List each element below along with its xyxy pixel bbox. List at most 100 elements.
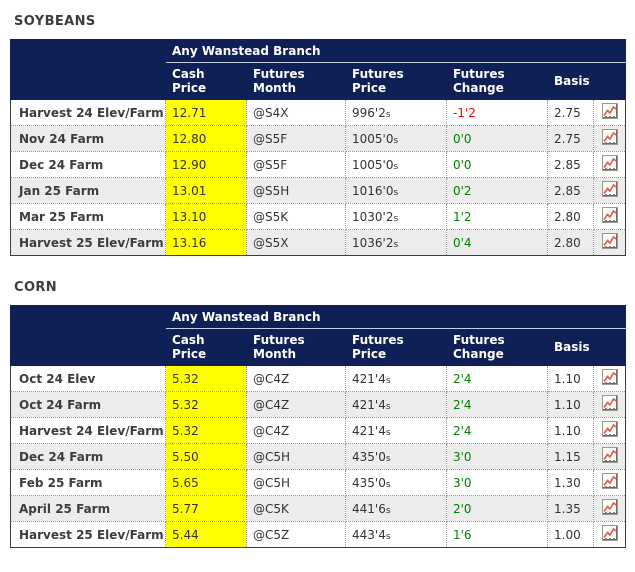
basis-cell: 1.30 <box>547 469 594 496</box>
chart-link[interactable] <box>601 207 618 226</box>
chart-icon <box>601 499 618 518</box>
cash-price-cell: 5.32 <box>165 391 247 418</box>
cash-price-cell: 13.10 <box>165 203 247 230</box>
column-header-futures-month: Futures Month <box>246 328 346 366</box>
chart-link[interactable] <box>601 473 618 492</box>
contract-label: Harvest 25 Elev/Farm <box>10 229 166 256</box>
futures-month-cell: @C4Z <box>246 417 346 444</box>
table-row: Dec 24 Farm 12.90 @S5F 1005'0s 0'0 2.85 <box>10 151 626 178</box>
chart-cell <box>593 125 626 152</box>
chart-icon <box>601 421 618 440</box>
column-header-futures-price: Futures Price <box>345 328 447 366</box>
chart-link[interactable] <box>601 155 618 171</box>
column-header-cash-price: Cash Price <box>165 328 247 366</box>
chart-icon <box>601 447 618 466</box>
futures-change-cell: 2'4 <box>446 417 548 444</box>
soybeans-bids-table: Any Wanstead Branch Cash Price Futures M… <box>10 39 626 256</box>
cash-bids-page: SOYBEANS Any Wanstead Branch Cash Price … <box>10 14 626 548</box>
chart-link[interactable] <box>601 129 618 148</box>
column-header-basis: Basis <box>547 62 594 100</box>
corn-bids-table: Any Wanstead Branch Cash Price Futures M… <box>10 305 626 548</box>
chart-link[interactable] <box>601 421 618 440</box>
futures-price-value: 1005'0 <box>352 157 394 172</box>
chart-link[interactable] <box>601 395 618 411</box>
futures-price-value: 421'4 <box>352 371 386 386</box>
table-row: Jan 25 Farm 13.01 @S5H 1016'0s 0'2 2.85 <box>10 177 626 204</box>
futures-price-value: 441'6 <box>352 501 386 516</box>
futures-change-cell: 3'0 <box>446 469 548 496</box>
column-header-row: Cash Price Futures Month Futures Price F… <box>11 328 626 366</box>
commodity-title-soybeans: SOYBEANS <box>14 14 96 29</box>
futures-month-cell: @S5X <box>246 229 346 256</box>
chart-cell <box>593 229 626 256</box>
basis-cell: 2.75 <box>547 99 594 126</box>
chart-cell <box>593 391 626 418</box>
column-header-futures-month: Futures Month <box>246 62 346 100</box>
cash-price-cell: 13.01 <box>165 177 247 204</box>
branch-header-row: Any Wanstead Branch <box>10 39 626 100</box>
chart-icon <box>601 207 618 226</box>
chart-cell <box>593 495 626 522</box>
futures-price-value: 996'2 <box>352 105 386 120</box>
chart-icon <box>601 473 618 492</box>
futures-price-cell: 1016'0s <box>345 177 447 204</box>
futures-change-cell: 1'6 <box>446 521 548 548</box>
cash-price-cell: 5.50 <box>165 443 247 470</box>
futures-month-cell: @C5H <box>246 443 346 470</box>
chart-icon <box>601 103 618 122</box>
contract-label: Feb 25 Farm <box>10 469 166 496</box>
table-row: Oct 24 Elev 5.32 @C4Z 421'4s 2'4 1.10 <box>10 365 626 392</box>
commodity-title-corn: CORN <box>14 280 58 295</box>
cash-price-cell: 5.65 <box>165 469 247 496</box>
chart-cell <box>593 469 626 496</box>
futures-change-cell: 2'4 <box>446 391 548 418</box>
chart-link[interactable] <box>601 181 618 197</box>
futures-price-value: 421'4 <box>352 397 386 412</box>
contract-label: Dec 24 Farm <box>10 151 166 178</box>
contract-label: April 25 Farm <box>10 495 166 522</box>
chart-link[interactable] <box>601 103 618 122</box>
futures-price-cell: 1036'2s <box>345 229 447 256</box>
futures-price-cell: 435'0s <box>345 443 447 470</box>
column-header-futures-price: Futures Price <box>345 62 447 100</box>
table-row: April 25 Farm 5.77 @C5K 441'6s 2'0 1.35 <box>10 495 626 522</box>
basis-cell: 2.75 <box>547 125 594 152</box>
futures-price-cell: 1005'0s <box>345 151 447 178</box>
column-header-futures-change: Futures Change <box>446 328 548 366</box>
futures-change-cell: 1'2 <box>446 203 548 230</box>
futures-month-cell: @C5Z <box>246 521 346 548</box>
basis-cell: 2.85 <box>547 151 594 178</box>
futures-change-cell: -1'2 <box>446 99 548 126</box>
chart-link[interactable] <box>601 369 618 385</box>
basis-cell: 1.00 <box>547 521 594 548</box>
basis-cell: 2.80 <box>547 229 594 256</box>
futures-price-cell: 435'0s <box>345 469 447 496</box>
chart-cell <box>593 151 626 178</box>
settle-suffix: s <box>393 161 399 172</box>
futures-price-value: 435'0 <box>352 475 386 490</box>
branch-header-row: Any Wanstead Branch <box>10 305 626 366</box>
settle-suffix: s <box>385 479 391 490</box>
futures-price-value: 1005'0 <box>352 131 394 146</box>
table-row: Feb 25 Farm 5.65 @C5H 435'0s 3'0 1.30 <box>10 469 626 496</box>
chart-icon <box>601 129 618 148</box>
basis-cell: 1.10 <box>547 417 594 444</box>
futures-month-cell: @C5H <box>246 469 346 496</box>
cash-price-cell: 5.32 <box>165 365 247 392</box>
futures-price-value: 443'4 <box>352 527 386 542</box>
chart-link[interactable] <box>601 233 618 249</box>
cash-price-cell: 13.16 <box>165 229 247 256</box>
cash-price-cell: 12.90 <box>165 151 247 178</box>
futures-change-cell: 0'0 <box>446 151 548 178</box>
contract-label: Harvest 24 Elev/Farm <box>10 99 166 126</box>
chart-link[interactable] <box>601 447 618 466</box>
column-header-cash-price: Cash Price <box>165 62 247 100</box>
chart-link[interactable] <box>601 525 618 541</box>
futures-month-cell: @S5K <box>246 203 346 230</box>
branch-name-header: Any Wanstead Branch <box>165 305 626 329</box>
column-header-basis: Basis <box>547 328 594 366</box>
settle-suffix: s <box>385 505 391 516</box>
contract-label: Harvest 25 Elev/Farm <box>10 521 166 548</box>
chart-link[interactable] <box>601 499 618 518</box>
table-row: Oct 24 Farm 5.32 @C4Z 421'4s 2'4 1.10 <box>10 391 626 418</box>
